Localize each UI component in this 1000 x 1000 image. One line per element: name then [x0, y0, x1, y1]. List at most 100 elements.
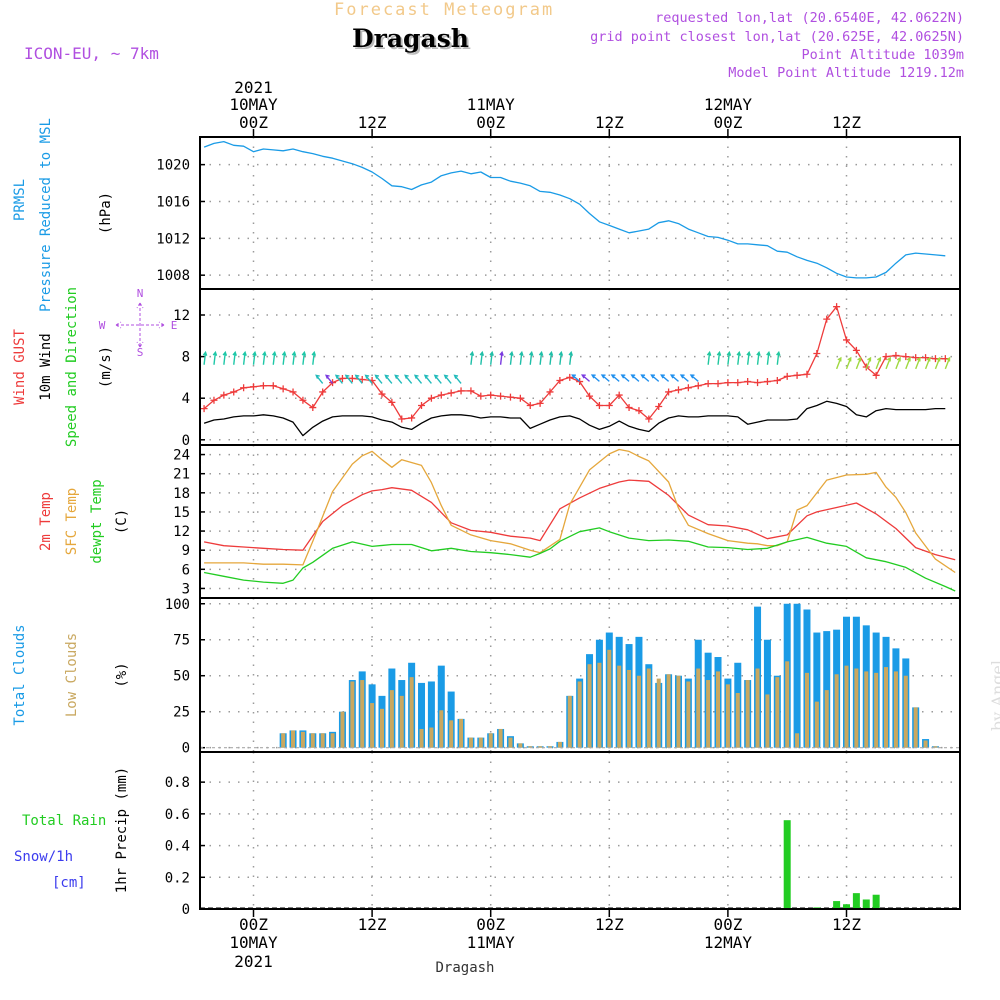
gust-point	[586, 392, 594, 400]
wind-direction-arrow	[669, 374, 679, 382]
point-altitude: Point Altitude 1039m	[801, 47, 964, 63]
wind-direction-arrow	[855, 356, 862, 370]
gust-point	[566, 373, 574, 381]
low-cloud-bar	[429, 727, 434, 748]
clouds-ytick-label: 50	[173, 669, 190, 685]
low-cloud-bar	[785, 661, 790, 748]
bottom-time-label: 12Z	[358, 915, 387, 934]
gust-point	[902, 353, 910, 361]
pressure-plot	[203, 140, 946, 279]
wind-direction-arrow	[538, 350, 544, 365]
temperature-series-2m-temp	[203, 479, 956, 561]
low-cloud-bar	[607, 649, 612, 748]
gust-point	[872, 371, 880, 379]
low-cloud-bar	[696, 668, 701, 748]
low-cloud-bar	[874, 672, 879, 748]
gust-point	[922, 354, 930, 362]
time-axis: 00Z00Z10MAY10MAY12Z12Z00Z00Z11MAY11MAY12…	[229, 78, 861, 976]
low-cloud-bar	[814, 701, 819, 748]
low-cloud-bar	[340, 711, 345, 748]
low-cloud-bar	[498, 728, 503, 748]
low-cloud-bar	[439, 710, 444, 748]
model-point-altitude: Model Point Altitude 1219.12m	[728, 65, 964, 81]
rain-bar	[852, 893, 860, 909]
gust-point	[674, 386, 682, 394]
temperature-label: dewpt Temp	[89, 479, 105, 563]
low-cloud-bar	[419, 728, 424, 748]
bottom-time-label: 00Z	[713, 915, 742, 934]
top-time-label: 00Z	[239, 113, 268, 132]
wind-direction-arrow	[746, 350, 751, 365]
low-cloud-bar	[725, 684, 730, 748]
gust-point	[556, 377, 564, 385]
top-date-label: 12MAY	[704, 95, 753, 114]
temperature-ytick-label: 21	[173, 467, 190, 483]
compass-w: W	[99, 319, 106, 332]
gust-point	[200, 405, 208, 413]
low-cloud-bar	[617, 665, 622, 748]
clouds-ytick-label: 75	[173, 633, 190, 649]
clouds-label: Total Clouds	[12, 624, 28, 725]
wind-direction-arrow	[934, 356, 941, 370]
low-cloud-bar	[459, 718, 464, 748]
wind-direction-arrow	[232, 350, 237, 365]
location-title: Dragash	[352, 24, 469, 53]
footer-location: Dragash	[435, 960, 494, 976]
wind-direction-arrow	[281, 350, 287, 365]
wind-direction-arrow	[679, 374, 689, 382]
low-cloud-bar	[300, 731, 305, 748]
low-cloud-bar	[409, 677, 414, 748]
gust-point	[269, 382, 277, 390]
low-cloud-bar	[587, 664, 592, 748]
clouds-panel: 0 25 50 75 100 Total Clouds Low Clouds (%)	[12, 597, 961, 757]
wind-direction-arrow	[242, 350, 247, 365]
wind-direction-arrow	[875, 356, 882, 370]
low-cloud-bar	[824, 690, 829, 748]
gust-point	[892, 352, 900, 360]
gust-point	[378, 390, 386, 398]
precip-ytick-label: 0.6	[165, 807, 190, 823]
gust-point	[724, 379, 732, 387]
wind-direction-arrow	[590, 374, 600, 382]
top-time-label: 12Z	[832, 113, 861, 132]
total-cloud-bar	[793, 603, 801, 748]
wind-direction-arrow	[630, 374, 640, 382]
bottom-time-label: 00Z	[239, 915, 268, 934]
total-cloud-bar	[418, 682, 426, 748]
gust-point	[813, 349, 821, 357]
gust-point	[843, 336, 850, 344]
low-cloud-bar	[636, 675, 641, 748]
low-cloud-bar	[854, 668, 859, 748]
low-cloud-bar	[716, 671, 721, 748]
pressure-label: Pressure Reduced to MSL	[38, 118, 54, 312]
total-cloud-bar	[813, 632, 821, 748]
low-cloud-bar	[755, 668, 760, 748]
total-cloud-bar	[447, 691, 455, 748]
low-cloud-bar	[508, 737, 513, 748]
wind-direction-arrow	[756, 350, 761, 365]
gust-point	[734, 379, 742, 387]
meteogram-subtitle: Forecast Meteogram	[334, 0, 555, 20]
wind-direction-arrow	[413, 374, 423, 384]
wind-direction-arrow	[212, 350, 218, 365]
gust-point	[240, 384, 248, 392]
temperature-label: SFC Temp	[64, 488, 80, 555]
temperature-ytick-label: 24	[173, 448, 190, 464]
top-time-label: 00Z	[713, 113, 742, 132]
wind-direction-arrow	[600, 374, 610, 382]
gust-point	[694, 382, 702, 390]
low-cloud-bar	[399, 695, 404, 748]
pressure-ytick-label: 1016	[156, 194, 190, 210]
wind-direction-arrow	[499, 350, 504, 365]
gust-point	[279, 385, 287, 393]
low-cloud-bar	[567, 695, 572, 748]
low-cloud-bar	[676, 675, 681, 748]
wind-direction-arrow	[766, 350, 771, 365]
precip-ytick-label: 0.4	[165, 839, 190, 855]
gust-point	[338, 374, 346, 382]
wind-direction-arrow	[325, 374, 334, 384]
wind-direction-arrow	[509, 350, 514, 365]
gust-point	[250, 383, 257, 391]
gust-point	[704, 380, 712, 388]
total-cloud-bar	[763, 639, 771, 748]
